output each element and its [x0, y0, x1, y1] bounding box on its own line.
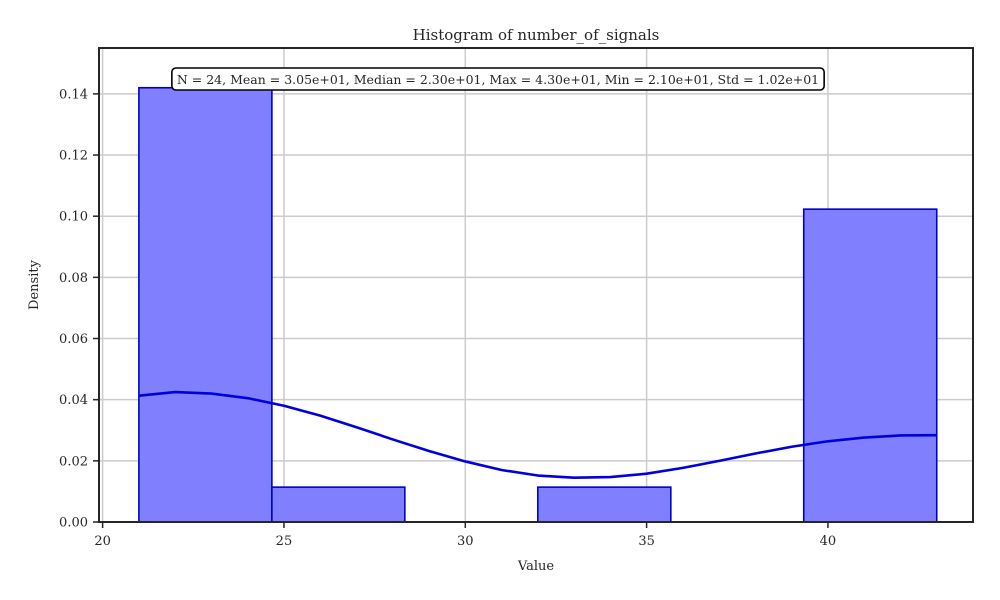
- stats-text: N = 24, Mean = 3.05e+01, Median = 2.30e+…: [177, 72, 819, 87]
- histogram-bar-1: [138, 86, 273, 523]
- kde-curve-group: [138, 390, 937, 479]
- y-tick-label-0.02: 0.02: [59, 454, 88, 469]
- chart-title: Histogram of number_of_signals: [413, 26, 660, 44]
- x-tick-label-35: 35: [638, 534, 655, 549]
- x-tick-label-30: 30: [457, 534, 474, 549]
- plot-frame: [98, 47, 974, 523]
- histogram-bar-2: [271, 486, 406, 523]
- x-tick-label-25: 25: [276, 534, 293, 549]
- y-tick-label-0.12: 0.12: [59, 149, 88, 164]
- kde-line: [138, 390, 937, 479]
- y-tick-label-0.14: 0.14: [59, 87, 88, 102]
- y-ticks: 0.00 0.02 0.04 0.06 0.08 0.10 0.12 0.14: [59, 87, 99, 531]
- y-tick-label-0.04: 0.04: [59, 393, 88, 408]
- stats-box-frame: [171, 67, 825, 91]
- y-tick-label-0.00: 0.00: [59, 516, 88, 531]
- histogram-bar-6: [802, 208, 938, 523]
- x-axis-label: Value: [517, 559, 554, 574]
- histogram-bar-4: [537, 486, 672, 523]
- histogram-bars: [138, 86, 938, 523]
- y-tick-label-0.10: 0.10: [59, 210, 88, 225]
- axes: [98, 47, 974, 523]
- y-axis-label: Density: [27, 259, 42, 310]
- y-tick-label-0.06: 0.06: [59, 332, 88, 347]
- x-tick-label-20: 20: [94, 534, 111, 549]
- x-tick-label-40: 40: [820, 534, 837, 549]
- y-tick-label-0.08: 0.08: [59, 271, 88, 286]
- stats-box: N = 24, Mean = 3.05e+01, Median = 2.30e+…: [171, 67, 825, 91]
- x-ticks: 20 25 30 35 40: [94, 522, 836, 549]
